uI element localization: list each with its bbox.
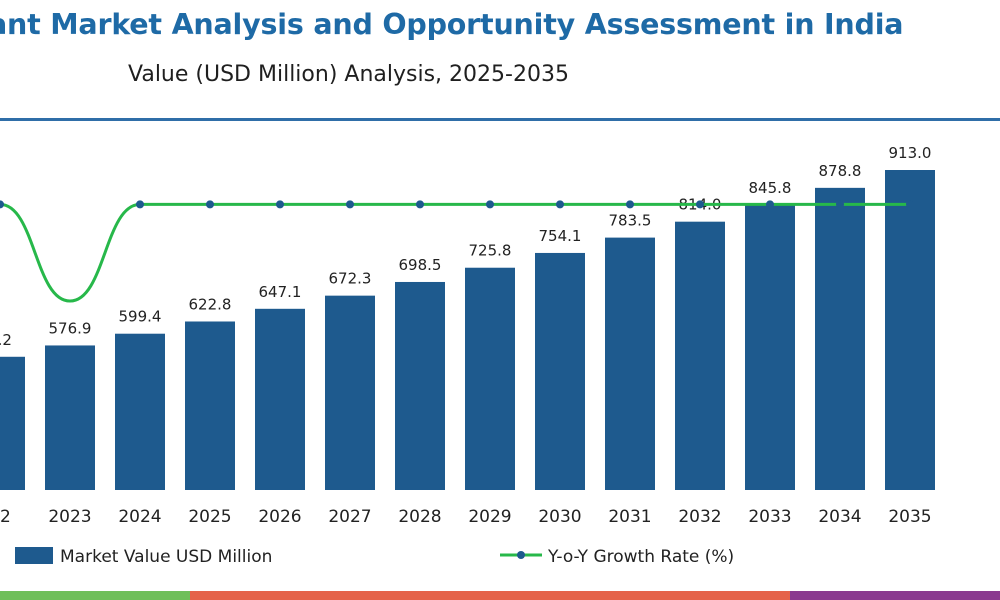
bottom-color-bar: [0, 591, 1000, 600]
bar-2023: [45, 345, 95, 490]
bar-value-label-2027: 672.3: [329, 270, 372, 288]
header-divider: [0, 118, 1000, 121]
bar-value-label-2034: 878.8: [819, 162, 862, 180]
x-tick-2028: 2028: [398, 507, 441, 527]
x-axis-ticks: 22 2023 2024 2025 2026 2027 2028 2029 2030 2031 20…: [0, 507, 932, 527]
growth-rate-line: [0, 202, 910, 303]
growth-marker-2031: [626, 200, 634, 209]
x-tick-2034: 2034: [818, 507, 861, 527]
growth-marker-2032: [696, 200, 704, 209]
bar-2029: [465, 267, 515, 490]
x-tick-22: 22: [0, 507, 11, 527]
bar-2026: [255, 308, 305, 490]
bar-value-label-2025: 622.8: [189, 295, 232, 313]
legend-swatch-market-value: [15, 547, 53, 564]
legend-swatch-growth-marker: [517, 551, 525, 559]
growth-marker-2025: [206, 200, 214, 209]
legend: Market Value USD Million Y-o-Y Growth Rat…: [15, 547, 734, 567]
x-tick-2026: 2026: [258, 507, 301, 527]
growth-marker-2033: [766, 200, 774, 209]
growth-marker-2027: [346, 200, 354, 209]
x-tick-2024: 2024: [118, 507, 161, 527]
bar-value-label-2029: 725.8: [469, 242, 512, 260]
x-tick-2025: 2025: [188, 507, 231, 527]
bar-value-label-2028: 698.5: [399, 256, 442, 274]
growth-line-series: [0, 200, 914, 303]
bottom-bar-segment-green: [0, 591, 190, 600]
chart-subtitle: Value (USD Million) Analysis, 2025-2035: [128, 62, 569, 87]
growth-marker-2034: [836, 200, 844, 209]
bar-series: [0, 170, 935, 490]
bar-2035: [885, 170, 935, 490]
bar-value-label-2026: 647.1: [259, 283, 302, 301]
bar-2028: [395, 281, 445, 490]
x-tick-2023: 2023: [48, 507, 91, 527]
growth-marker-2029: [486, 200, 494, 209]
bar-value-label-2031: 783.5: [609, 212, 652, 230]
growth-marker-2026: [276, 200, 284, 209]
growth-marker-2028: [416, 200, 424, 209]
chart-title: ant Market Analysis and Opportunity Asse…: [0, 8, 904, 41]
x-tick-2031: 2031: [608, 507, 651, 527]
growth-marker-22: [0, 200, 4, 209]
bar-2025: [185, 321, 235, 490]
growth-marker-2030: [556, 200, 564, 209]
bottom-bar-segment-purple: [790, 591, 1000, 600]
growth-marker-2035: [906, 200, 914, 209]
x-tick-2035: 2035: [888, 507, 931, 527]
bar-2024: [115, 333, 165, 490]
bar-value-label-22: 5.2: [0, 331, 12, 349]
bottom-bar-segment-red: [190, 591, 790, 600]
bar-2031: [605, 237, 655, 490]
x-tick-2027: 2027: [328, 507, 371, 527]
bar-22: [0, 356, 25, 490]
x-tick-2032: 2032: [678, 507, 721, 527]
legend-label-growth-rate: Y-o-Y Growth Rate (%): [547, 547, 734, 567]
x-tick-2030: 2030: [538, 507, 581, 527]
growth-marker-2024: [136, 200, 144, 209]
x-tick-2029: 2029: [468, 507, 511, 527]
x-tick-2033: 2033: [748, 507, 791, 527]
bar-2033: [745, 205, 795, 490]
legend-label-market-value: Market Value USD Million: [60, 547, 272, 567]
bar-value-label-2023: 576.9: [49, 319, 92, 337]
bar-value-label-2030: 754.1: [539, 227, 582, 245]
bar-2034: [815, 187, 865, 490]
bar-value-label-2024: 599.4: [119, 308, 162, 326]
bar-2030: [535, 252, 585, 490]
bar-2032: [675, 221, 725, 490]
bar-value-label-2035: 913.0: [889, 144, 932, 162]
bar-2027: [325, 295, 375, 490]
bar-value-label-2033: 845.8: [749, 179, 792, 197]
